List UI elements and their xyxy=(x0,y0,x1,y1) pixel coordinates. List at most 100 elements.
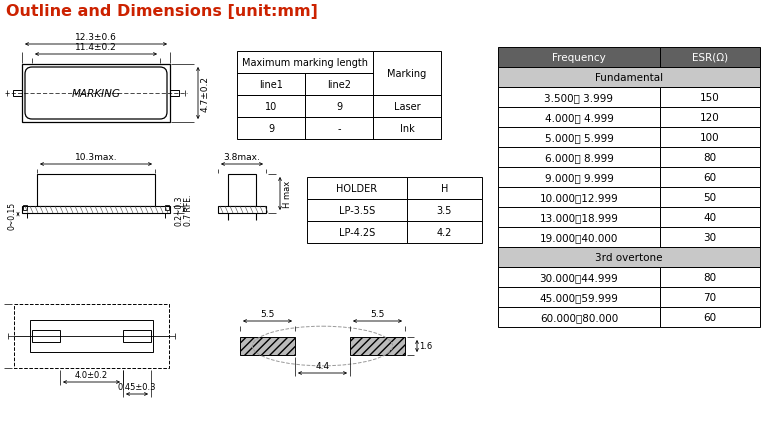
Text: 5.5: 5.5 xyxy=(260,309,275,318)
Bar xyxy=(498,287,660,307)
Text: LP-3.5S: LP-3.5S xyxy=(339,205,375,215)
Bar xyxy=(407,177,482,200)
Text: 19.000～40.000: 19.000～40.000 xyxy=(540,233,618,243)
Bar xyxy=(660,108,760,128)
Bar xyxy=(237,74,305,96)
Bar xyxy=(373,52,441,96)
Text: 3rd overtone: 3rd overtone xyxy=(595,252,662,262)
Bar xyxy=(14,304,169,368)
Bar xyxy=(305,96,373,118)
Bar xyxy=(228,175,256,207)
Text: ESR(Ω): ESR(Ω) xyxy=(692,53,728,63)
Text: 100: 100 xyxy=(700,133,720,143)
Text: 3.8max.: 3.8max. xyxy=(223,153,260,162)
Text: 5.5: 5.5 xyxy=(370,309,385,318)
Bar xyxy=(498,267,660,287)
Bar xyxy=(660,208,760,227)
Bar xyxy=(660,168,760,187)
Text: 3.5: 3.5 xyxy=(437,205,452,215)
Text: 4.7±0.2: 4.7±0.2 xyxy=(201,76,210,112)
Bar xyxy=(498,208,660,227)
Text: MARKING: MARKING xyxy=(72,89,120,99)
Bar xyxy=(660,307,760,327)
Text: 30: 30 xyxy=(704,233,717,243)
Bar xyxy=(350,337,405,355)
Bar xyxy=(307,222,407,244)
Text: 5.000～ 5.999: 5.000～ 5.999 xyxy=(545,133,614,143)
Text: 30.000～44.999: 30.000～44.999 xyxy=(539,272,618,283)
Bar xyxy=(498,128,660,148)
Bar xyxy=(237,96,305,118)
Bar xyxy=(237,52,373,74)
Bar xyxy=(218,207,266,213)
Text: 70: 70 xyxy=(704,292,717,302)
Bar xyxy=(32,330,60,342)
Bar xyxy=(660,48,760,68)
Text: 60.000～80.000: 60.000～80.000 xyxy=(540,312,618,322)
Text: Fundamental: Fundamental xyxy=(595,73,663,83)
Bar xyxy=(498,307,660,327)
Text: 60: 60 xyxy=(704,173,717,183)
Bar xyxy=(407,222,482,244)
Text: line1: line1 xyxy=(259,80,283,90)
Bar xyxy=(307,200,407,222)
Text: 0.7 RFE.: 0.7 RFE. xyxy=(184,194,194,226)
Bar xyxy=(498,108,660,128)
Text: 80: 80 xyxy=(704,153,717,162)
Text: 13.000～18.999: 13.000～18.999 xyxy=(539,212,618,223)
Text: 120: 120 xyxy=(700,113,720,123)
Bar xyxy=(660,267,760,287)
Text: Outline and Dimensions [unit:mm]: Outline and Dimensions [unit:mm] xyxy=(6,4,318,19)
Bar xyxy=(237,118,305,140)
Text: 0.45±0.3: 0.45±0.3 xyxy=(118,382,156,391)
Text: Laser: Laser xyxy=(394,102,420,112)
Bar xyxy=(660,88,760,108)
Bar xyxy=(498,48,660,68)
Bar xyxy=(307,177,407,200)
Text: H: H xyxy=(441,184,448,194)
Bar xyxy=(240,337,295,355)
Text: 4.0±0.2: 4.0±0.2 xyxy=(75,370,108,379)
Text: 50: 50 xyxy=(704,193,717,202)
Text: 0~0.15: 0~0.15 xyxy=(8,201,17,230)
Text: 4.000～ 4.999: 4.000～ 4.999 xyxy=(545,113,614,123)
Bar xyxy=(498,68,760,88)
Bar xyxy=(305,74,373,96)
Text: Marking: Marking xyxy=(387,69,427,79)
Text: 10.3max.: 10.3max. xyxy=(75,153,117,162)
Bar xyxy=(373,96,441,118)
Text: 80: 80 xyxy=(704,272,717,283)
Bar xyxy=(498,148,660,168)
Bar xyxy=(170,91,179,97)
Bar xyxy=(498,227,660,247)
Bar xyxy=(373,118,441,140)
Text: Ink: Ink xyxy=(399,124,415,134)
Bar xyxy=(498,247,760,267)
Text: 150: 150 xyxy=(700,93,720,103)
Bar xyxy=(407,200,482,222)
Bar xyxy=(660,128,760,148)
Text: 45.000～59.999: 45.000～59.999 xyxy=(539,292,618,302)
Bar xyxy=(22,207,170,213)
Bar xyxy=(30,320,153,352)
Text: 11.4±0.2: 11.4±0.2 xyxy=(75,43,117,52)
Text: 9.000～ 9.999: 9.000～ 9.999 xyxy=(545,173,614,183)
Bar xyxy=(498,168,660,187)
Bar xyxy=(165,205,169,211)
Text: -: - xyxy=(337,124,340,134)
Bar xyxy=(498,187,660,208)
Bar xyxy=(22,65,170,123)
Bar xyxy=(37,175,155,207)
Bar xyxy=(660,227,760,247)
Text: Maximum marking length: Maximum marking length xyxy=(242,58,368,68)
Text: 9: 9 xyxy=(336,102,342,112)
Text: 0.2~0.3: 0.2~0.3 xyxy=(174,195,184,225)
Bar xyxy=(23,205,27,211)
Text: LP-4.2S: LP-4.2S xyxy=(339,227,375,237)
Bar xyxy=(660,187,760,208)
Text: line2: line2 xyxy=(327,80,351,90)
Text: 12.3±0.6: 12.3±0.6 xyxy=(75,33,117,42)
Bar xyxy=(660,148,760,168)
Bar xyxy=(660,287,760,307)
Text: 60: 60 xyxy=(704,312,717,322)
